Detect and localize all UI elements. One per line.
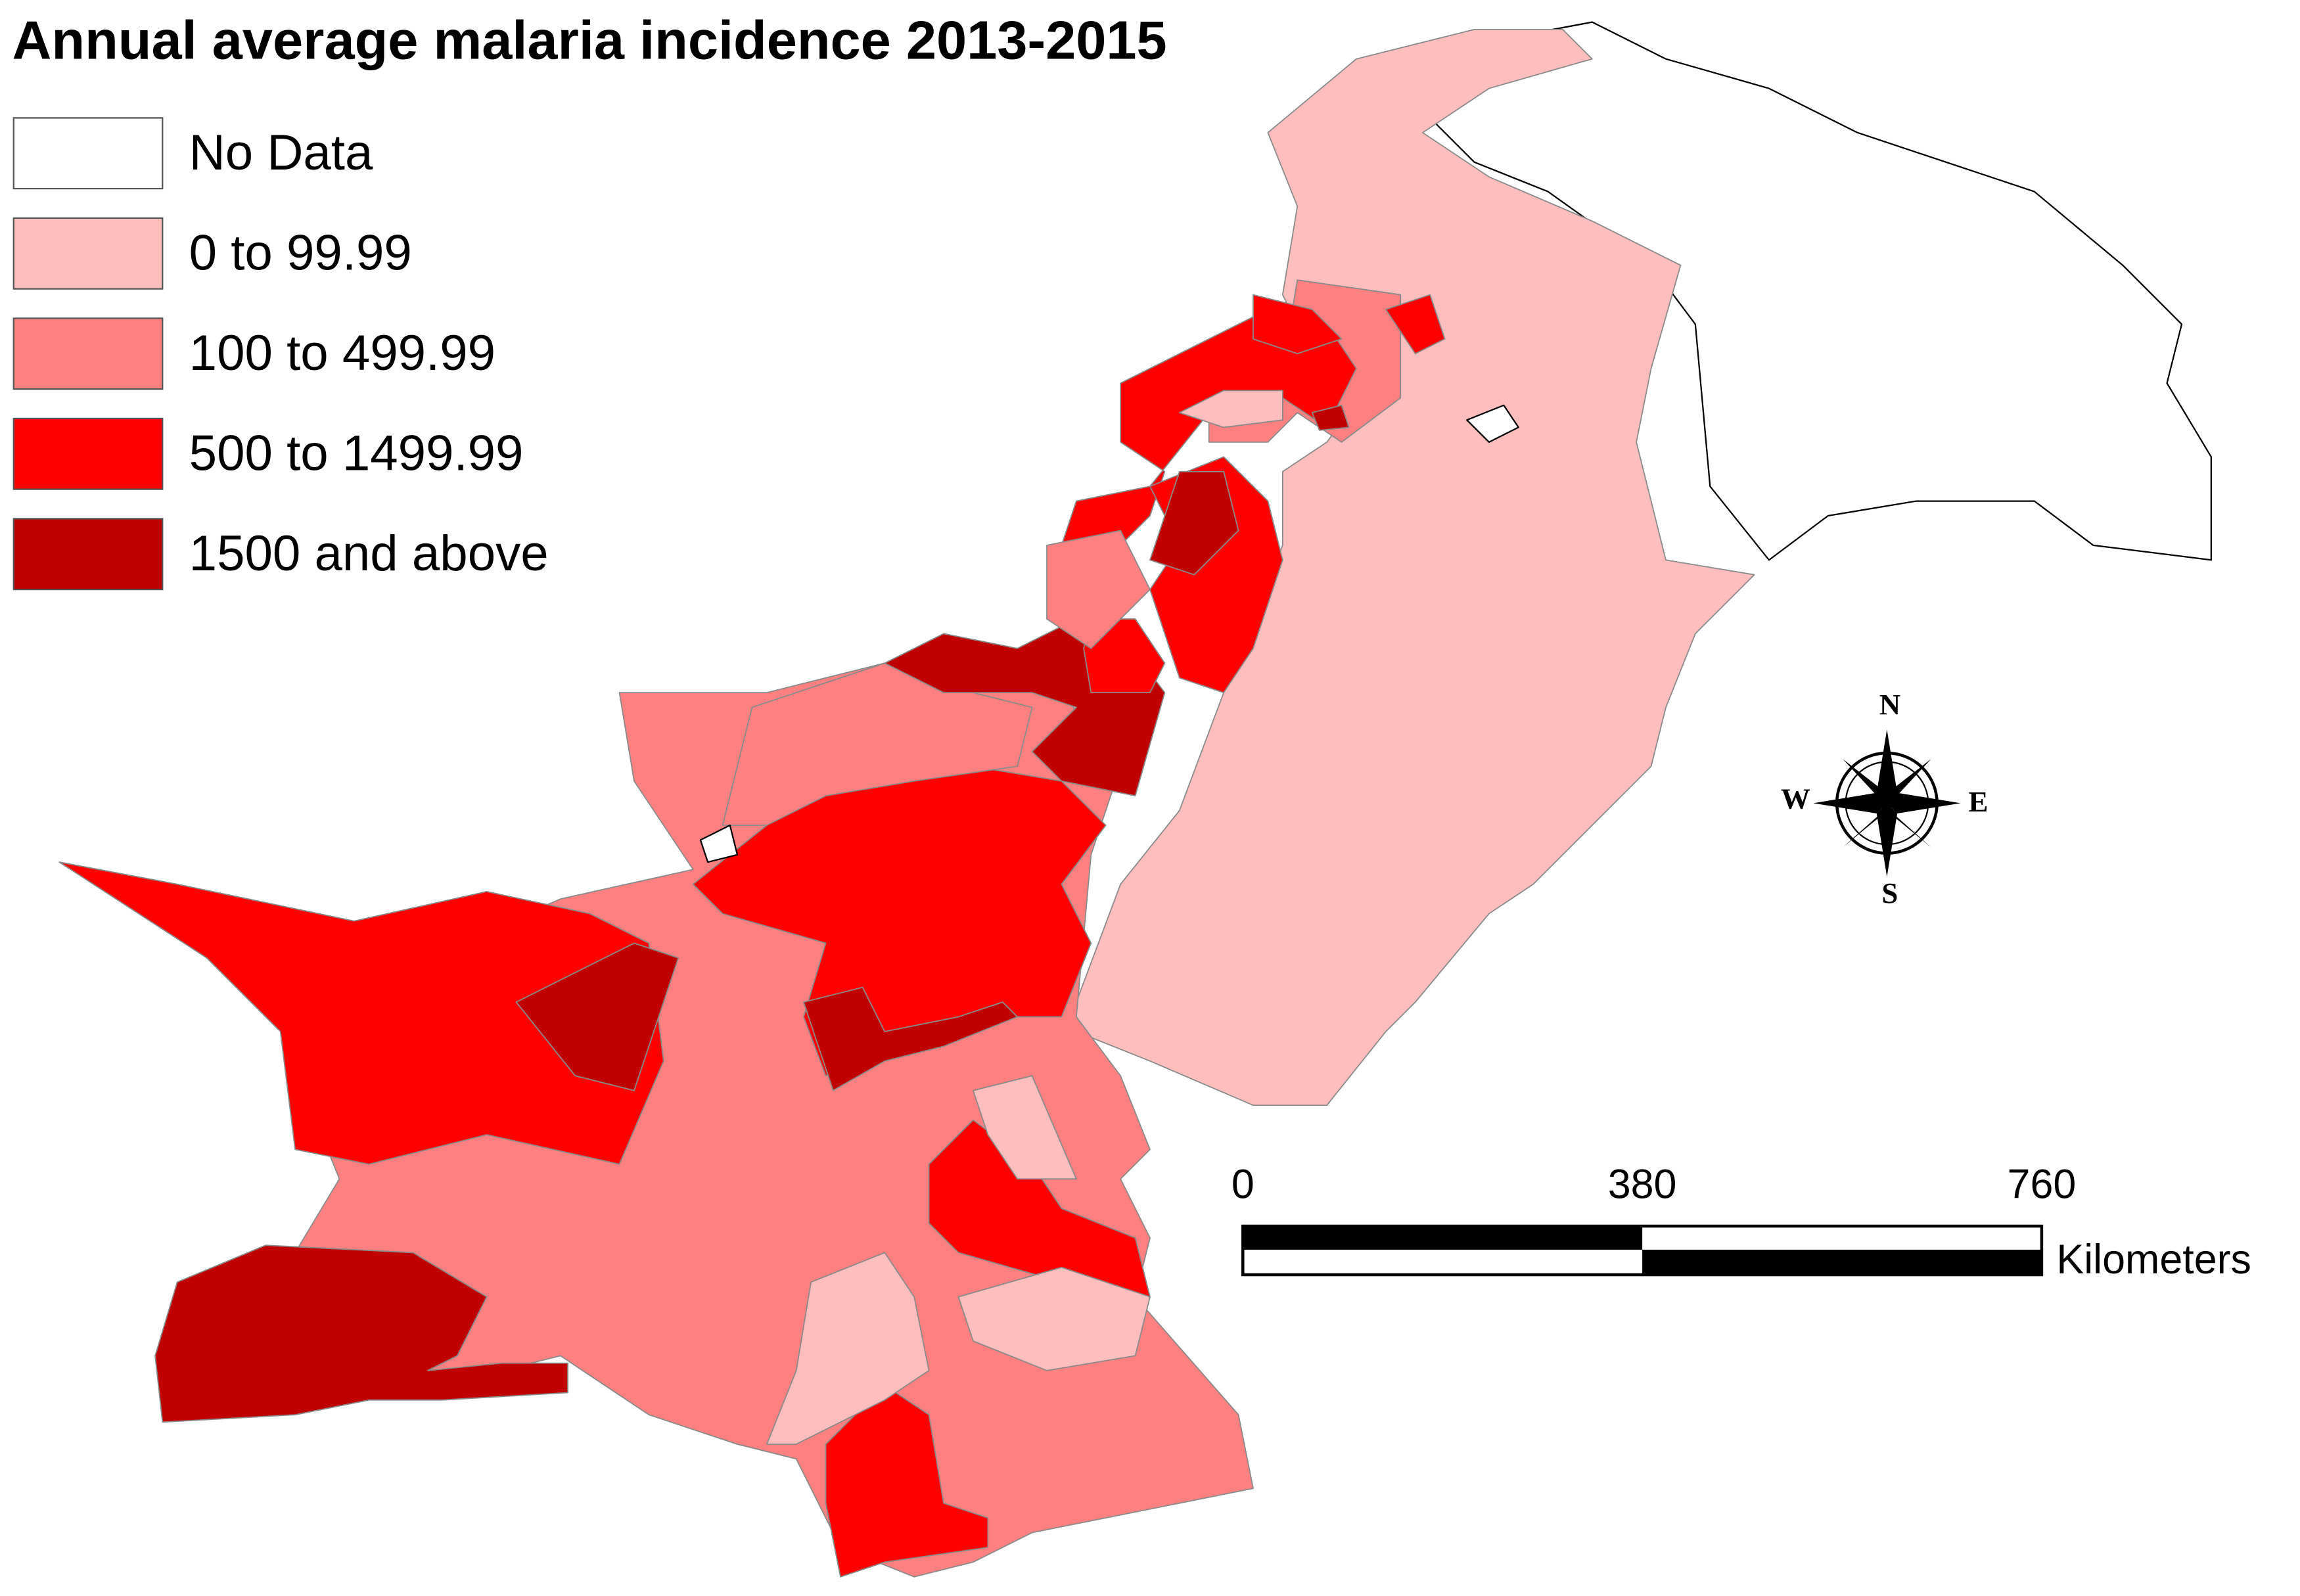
scale-segment (1243, 1226, 1643, 1250)
scale-tick-label: 760 (2008, 1161, 2077, 1207)
region (1466, 404, 1519, 443)
compass-point (1876, 803, 1898, 877)
region (1253, 294, 1343, 355)
compass-label: E (1969, 785, 1989, 818)
scale-tick-label: 0 (1231, 1161, 1254, 1207)
region (803, 986, 1019, 1091)
region (766, 1252, 930, 1445)
legend: No Data 0 to 99.99 100 to 499.99 500 to 149… (12, 117, 549, 591)
scale-segment (1642, 1249, 2042, 1275)
region (699, 824, 739, 863)
compass-point (1881, 803, 1931, 848)
compass-point (1843, 759, 1890, 804)
compass: N S E W (1781, 688, 1988, 909)
legend-swatch (12, 417, 164, 490)
compass-point (1813, 792, 1887, 814)
region (1046, 530, 1151, 649)
map-title: Annual average malaria incidence 2013-20… (12, 10, 1167, 71)
compass-point (1843, 803, 1893, 848)
scale-tick-label: 380 (1608, 1161, 1677, 1207)
compass-point (1883, 759, 1931, 804)
region (58, 861, 664, 1165)
region (1385, 294, 1446, 355)
region (1178, 390, 1283, 428)
legend-swatch (12, 117, 164, 190)
region (1311, 404, 1350, 431)
compass-label: W (1781, 782, 1810, 815)
region (972, 1075, 1077, 1180)
compass-label: S (1881, 877, 1898, 909)
legend-label: 1500 and above (189, 526, 549, 581)
region (1421, 21, 2212, 561)
region (1149, 470, 1239, 576)
region (154, 1244, 568, 1423)
legend-label: 500 to 1499.99 (189, 425, 524, 481)
scale-unit: Kilometers (2056, 1237, 2251, 1283)
legend-swatch (12, 317, 164, 390)
legend-swatch (12, 217, 164, 290)
legend-label: No Data (189, 125, 373, 181)
region (1083, 618, 1166, 694)
region (825, 1384, 989, 1578)
regions (58, 21, 2212, 1578)
legend-label: 100 to 499.99 (189, 325, 495, 381)
compass-point (1876, 729, 1898, 804)
compass-label: N (1879, 688, 1900, 721)
legend-swatch (12, 518, 164, 591)
region (957, 1266, 1151, 1371)
legend-label: 0 to 99.99 (189, 225, 412, 281)
compass-point (1887, 792, 1961, 814)
region (1075, 28, 1755, 1106)
region (515, 942, 679, 1091)
scale-bar: Kilometers 0 380 760 (1231, 1161, 2251, 1282)
